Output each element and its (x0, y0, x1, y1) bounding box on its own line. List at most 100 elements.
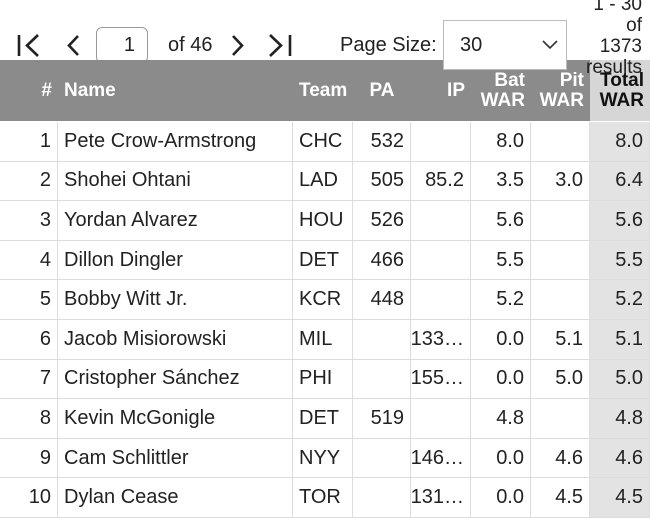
page-size-label: Page Size: (340, 34, 437, 56)
results-line: 1373 (599, 36, 642, 57)
table-cell: Yordan Alvarez (58, 201, 293, 241)
column-header[interactable]: Name (58, 60, 293, 121)
last-page[interactable] (269, 34, 292, 57)
table-cell: 5.2 (590, 280, 650, 320)
table-cell: Cristopher Sánchez (58, 359, 293, 400)
table-cell: 466 (353, 240, 411, 281)
table-cell: 155… (411, 359, 471, 400)
results-line: 1 - 30 (593, 0, 642, 15)
table-cell (353, 438, 411, 479)
table-cell: 0.0 (471, 478, 531, 518)
table-cell: 3.5 (471, 161, 531, 202)
table-cell: 3 (0, 201, 58, 241)
table-cell: NYY (293, 438, 353, 479)
table-cell: 5 (0, 280, 58, 320)
table-cell (531, 240, 590, 281)
table-cell: 505 (353, 161, 411, 202)
table-cell (411, 399, 471, 439)
table-cell: 0.0 (471, 438, 531, 479)
column-header[interactable]: IP (411, 60, 471, 121)
results-line: of (626, 15, 642, 36)
table-cell: 85.2 (411, 161, 471, 202)
table-cell: PHI (293, 359, 353, 400)
table-cell: 526 (353, 201, 411, 241)
table-cell: DET (293, 240, 353, 281)
table-cell: 146… (411, 438, 471, 479)
table-cell: 5.0 (590, 359, 650, 400)
table-cell: 4.6 (590, 438, 650, 479)
table-cell: Jacob Misiorowski (58, 320, 293, 360)
column-header[interactable]: Team (293, 60, 353, 121)
table-cell (531, 280, 590, 320)
first-page[interactable] (17, 34, 39, 57)
table-cell: Pete Crow-Armstrong (58, 122, 293, 162)
table-cell: 3.0 (531, 161, 590, 202)
table-cell: 4 (0, 240, 58, 281)
column-header[interactable]: # (0, 60, 58, 121)
table-cell (531, 399, 590, 439)
chevron (542, 40, 558, 50)
table-cell: Cam Schlittler (58, 438, 293, 479)
page-size-select[interactable]: 30 (443, 20, 567, 70)
table-cell: 6.4 (590, 161, 650, 202)
table-cell: 5.2 (471, 280, 531, 320)
table-cell: 2 (0, 161, 58, 202)
table-cell: 519 (353, 399, 411, 439)
table-cell: DET (293, 399, 353, 439)
table-cell: 532 (353, 122, 411, 162)
table-cell: 131… (411, 478, 471, 518)
table-cell: Dillon Dingler (58, 240, 293, 281)
table-cell: 8 (0, 399, 58, 439)
page-input[interactable]: 1 (96, 27, 148, 63)
table-cell: 4.8 (471, 399, 531, 439)
table-cell: MIL (293, 320, 353, 360)
table-cell (411, 240, 471, 281)
results-line: results (586, 57, 642, 78)
page-size-value: 30 (460, 33, 483, 56)
table-cell: LAD (293, 161, 353, 202)
table-cell: 4.8 (590, 399, 650, 439)
column-header[interactable]: Total WAR (590, 60, 650, 121)
table: # Name Team PA IP Bat WAR Pit WAR Total WAR 1 Pet… (0, 60, 650, 518)
table-cell: 1 (0, 122, 58, 162)
column-header[interactable]: Pit WAR (531, 60, 590, 121)
table-cell: 5.6 (590, 201, 650, 241)
page-count: of 46 (168, 34, 213, 56)
table-cell: 9 (0, 438, 58, 479)
table-cell: 10 (0, 478, 58, 518)
table-cell (353, 359, 411, 400)
table-cell: 5.5 (471, 240, 531, 281)
table-cell: 0.0 (471, 359, 531, 400)
table-cell: 5.6 (471, 201, 531, 241)
table-cell: 6 (0, 320, 58, 360)
pager-icons (17, 34, 292, 57)
table-cell (411, 280, 471, 320)
table-cell: CHC (293, 122, 353, 162)
table-cell: 5.5 (590, 240, 650, 281)
table-cell (353, 478, 411, 518)
table-cell: Dylan Cease (58, 478, 293, 518)
table-cell: 8.0 (590, 122, 650, 162)
table-cell: 4.5 (531, 478, 590, 518)
table-cell (531, 201, 590, 241)
table-cell (411, 201, 471, 241)
table-cell: 4.6 (531, 438, 590, 479)
prev-page[interactable] (67, 35, 79, 56)
table-cell: HOU (293, 201, 353, 241)
table-cell: 5.1 (590, 320, 650, 360)
table-cell: 0.0 (471, 320, 531, 360)
next-page[interactable] (232, 35, 244, 56)
column-header[interactable]: Bat WAR (471, 60, 531, 121)
table-cell: KCR (293, 280, 353, 320)
table-cell: Shohei Ohtani (58, 161, 293, 202)
table-cell: 5.0 (531, 359, 590, 400)
table-cell: 5.1 (531, 320, 590, 360)
table-cell: Kevin McGonigle (58, 399, 293, 439)
table-cell: 133… (411, 320, 471, 360)
table-cell: 448 (353, 280, 411, 320)
table-cell (411, 122, 471, 162)
table-cell: Bobby Witt Jr. (58, 280, 293, 320)
table-cell: TOR (293, 478, 353, 518)
column-header[interactable]: PA (353, 60, 411, 121)
